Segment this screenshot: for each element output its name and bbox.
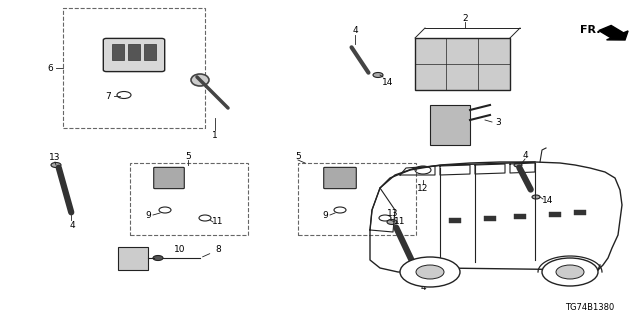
- Text: 11: 11: [394, 218, 406, 227]
- Text: TG74B1380: TG74B1380: [565, 303, 614, 313]
- Circle shape: [416, 265, 444, 279]
- Text: 14: 14: [382, 77, 394, 86]
- Circle shape: [373, 73, 383, 77]
- Text: FR.: FR.: [580, 25, 600, 35]
- Bar: [549, 212, 561, 217]
- Bar: [118, 247, 148, 270]
- Bar: [415, 38, 510, 90]
- Text: 4: 4: [420, 283, 426, 292]
- Bar: [430, 105, 470, 145]
- Bar: [449, 218, 461, 223]
- Bar: [514, 214, 526, 219]
- Text: 9: 9: [145, 211, 151, 220]
- Bar: [298, 163, 416, 235]
- Circle shape: [51, 163, 61, 167]
- Circle shape: [153, 255, 163, 260]
- Circle shape: [387, 220, 397, 225]
- Bar: [128, 44, 140, 60]
- Circle shape: [199, 215, 211, 221]
- Text: 14: 14: [542, 196, 554, 204]
- Bar: [63, 8, 205, 128]
- Circle shape: [556, 265, 584, 279]
- Text: 6: 6: [47, 63, 53, 73]
- Text: 4: 4: [69, 220, 75, 229]
- Text: 2: 2: [462, 13, 468, 22]
- Circle shape: [334, 207, 346, 213]
- Text: 3: 3: [495, 117, 501, 126]
- Text: 7: 7: [105, 92, 111, 100]
- Bar: [112, 44, 124, 60]
- Circle shape: [159, 207, 171, 213]
- Text: 9: 9: [322, 211, 328, 220]
- Ellipse shape: [191, 74, 209, 86]
- Text: 13: 13: [49, 153, 61, 162]
- FancyBboxPatch shape: [154, 167, 184, 189]
- Circle shape: [117, 92, 131, 99]
- Bar: [484, 216, 496, 221]
- Circle shape: [542, 258, 598, 286]
- FancyBboxPatch shape: [103, 38, 164, 72]
- Circle shape: [400, 257, 460, 287]
- FancyBboxPatch shape: [324, 167, 356, 189]
- Text: 12: 12: [417, 183, 429, 193]
- Bar: [574, 210, 586, 215]
- Text: 13: 13: [387, 209, 399, 218]
- Text: 5: 5: [295, 151, 301, 161]
- Circle shape: [514, 163, 522, 167]
- Circle shape: [379, 215, 391, 221]
- Bar: [130, 163, 248, 235]
- Text: 8: 8: [202, 245, 221, 257]
- Text: 5: 5: [185, 151, 191, 161]
- Text: 11: 11: [212, 218, 224, 227]
- Circle shape: [532, 195, 540, 199]
- Text: 10: 10: [174, 245, 186, 254]
- Text: 4: 4: [352, 26, 358, 35]
- Text: 1: 1: [212, 131, 218, 140]
- Text: 4: 4: [522, 150, 528, 159]
- Bar: [144, 44, 156, 60]
- Circle shape: [415, 166, 431, 174]
- FancyArrow shape: [599, 25, 628, 40]
